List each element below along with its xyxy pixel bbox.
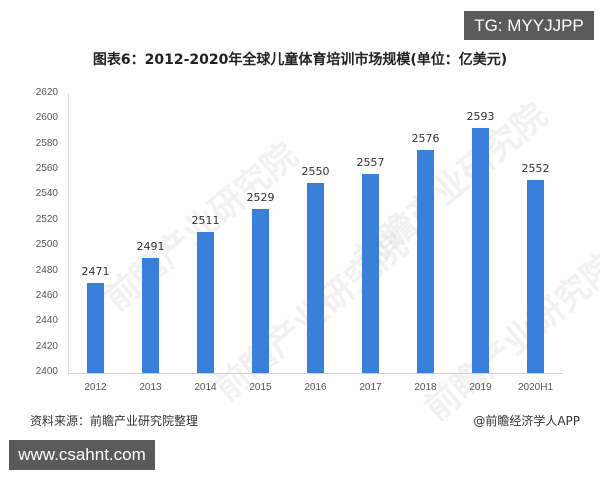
- data-label: 2576: [411, 131, 440, 145]
- y-tick-label: 2460: [35, 289, 58, 301]
- x-tick-label: 2019: [469, 382, 492, 393]
- data-label: 2491: [136, 239, 165, 253]
- data-label: 2511: [191, 214, 220, 228]
- y-tick-label: 2500: [35, 239, 58, 251]
- y-tick-label: 2620: [35, 87, 58, 98]
- bar-2016: [307, 182, 324, 373]
- chart-title: 图表6：2012-2020年全球儿童体育培训市场规模(单位：亿美元): [92, 52, 508, 68]
- data-label: 2471: [81, 264, 110, 278]
- data-label: 2557: [356, 155, 385, 169]
- x-tick-label: 2012: [84, 382, 107, 393]
- tg-badge: TG: MYYJJPP: [464, 11, 594, 40]
- y-tick-label: 2440: [35, 315, 58, 327]
- y-tick-label: 2600: [35, 112, 58, 124]
- y-tick-label: 2420: [35, 340, 58, 352]
- data-label: 2552: [521, 162, 550, 176]
- y-tick-label: 2540: [35, 188, 58, 200]
- bar-2020H1: [527, 180, 544, 373]
- bar-2012: [87, 282, 104, 373]
- x-tick-label: 2013: [139, 382, 162, 393]
- x-tick-label: 2015: [249, 382, 272, 393]
- y-tick-label: 2560: [35, 163, 58, 175]
- credit-note: @前瞻经济学人APP: [473, 414, 580, 428]
- data-label: 2529: [246, 191, 275, 205]
- y-tick-label: 2520: [35, 213, 58, 225]
- bar-2015: [252, 209, 269, 373]
- y-axis-line: [68, 94, 69, 373]
- bar-2018: [417, 149, 434, 373]
- x-tick-label: 2017: [359, 382, 382, 393]
- bar-2019: [472, 128, 489, 373]
- bar-2014: [197, 232, 214, 373]
- x-tick-label: 2014: [194, 382, 217, 393]
- x-tick-label: 2018: [414, 382, 437, 393]
- url-badge: www.csahnt.com: [9, 440, 155, 470]
- x-axis-line: [68, 373, 563, 374]
- y-tick-label: 2480: [35, 264, 58, 276]
- bar-2013: [142, 257, 159, 373]
- y-tick-label: 2580: [35, 137, 58, 149]
- y-tick-label: 2400: [35, 366, 58, 377]
- x-tick-label: 2016: [304, 382, 327, 393]
- bar-2017: [362, 173, 379, 373]
- x-tick-label: 2020H1: [517, 382, 554, 393]
- data-label: 2593: [466, 110, 495, 124]
- data-label: 2550: [301, 164, 330, 178]
- source-note: 资料来源：前瞻产业研究院整理: [30, 414, 199, 428]
- watermark: 前瞻产业研究院: [417, 245, 600, 429]
